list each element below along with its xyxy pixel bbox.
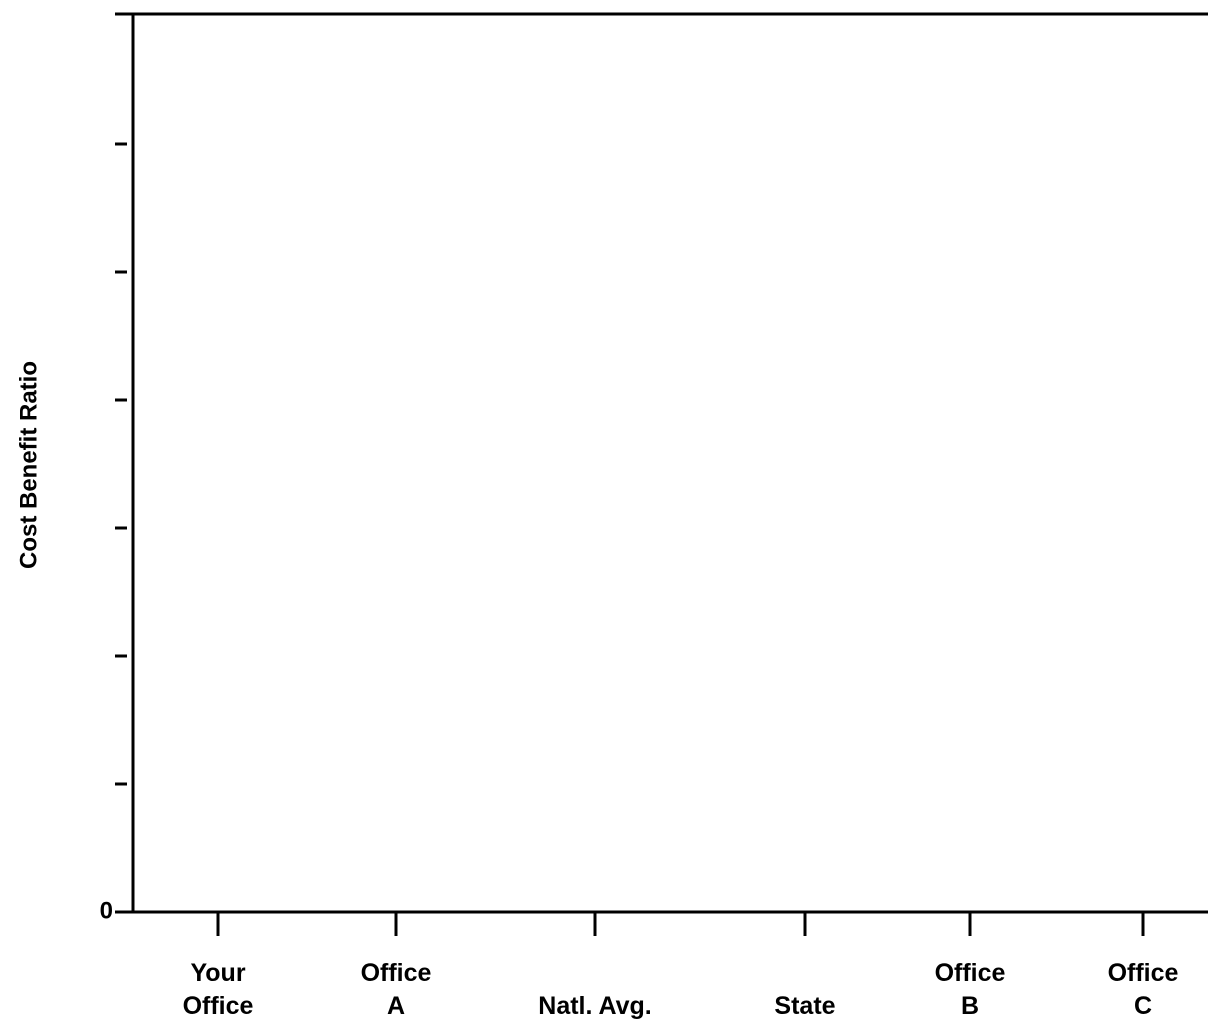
x-tick-label: Office C bbox=[1107, 959, 1179, 1020]
x-tick-label: Office B bbox=[934, 959, 1006, 1020]
x-tick-label: Office A bbox=[360, 959, 432, 1020]
x-tick-label: State bbox=[774, 992, 836, 1020]
x-tick-label: Natl. Avg. bbox=[538, 992, 652, 1020]
y-axis-label: Cost Benefit Ratio bbox=[15, 361, 42, 569]
x-tick-label: Your Office bbox=[182, 959, 254, 1020]
y-tick-label: 0 bbox=[100, 897, 113, 924]
